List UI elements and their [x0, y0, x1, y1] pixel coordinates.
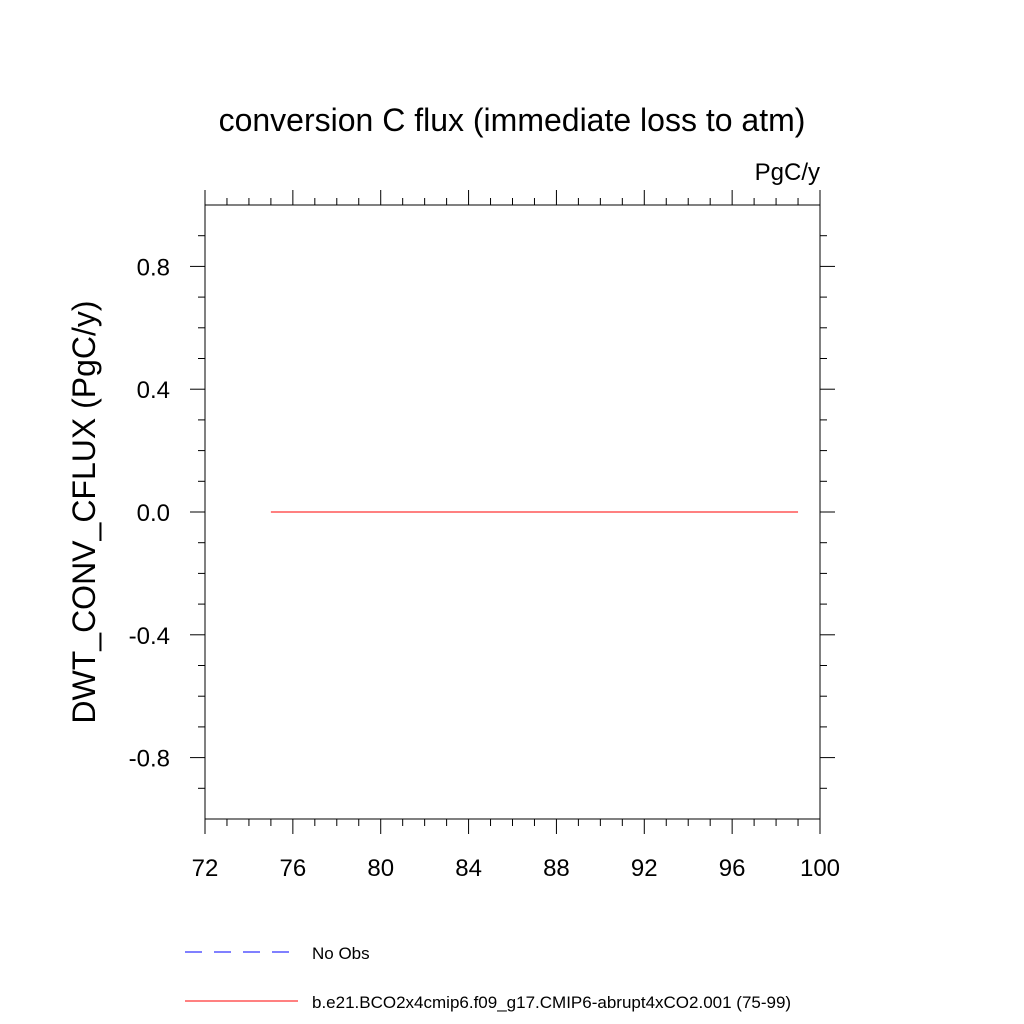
y-tick-label: -0.4	[129, 623, 170, 650]
legend-label: b.e21.BCO2x4cmip6.f09_g17.CMIP6-abrupt4x…	[312, 993, 791, 1012]
legend: No Obs b.e21.BCO2x4cmip6.f09_g17.CMIP6-ab…	[185, 944, 791, 1012]
legend-label: No Obs	[312, 944, 370, 963]
units-label: PgC/y	[755, 159, 820, 186]
x-tick-label: 84	[455, 855, 482, 882]
x-tick-label: 80	[367, 855, 394, 882]
x-axis: 72 76 80 84 88 92 96 100	[192, 190, 840, 882]
x-tick-label: 100	[800, 855, 840, 882]
chart-title: conversion C flux (immediate loss to atm…	[219, 102, 806, 138]
y-axis: -0.8 -0.4 0.0 0.4 0.8	[129, 235, 835, 789]
x-tick-label: 92	[631, 855, 658, 882]
y-tick-label: 0.8	[137, 254, 170, 281]
y-tick-label: -0.8	[129, 746, 170, 773]
x-tick-label: 88	[543, 855, 570, 882]
y-tick-label: 0.0	[137, 500, 170, 527]
x-tick-label: 76	[280, 855, 307, 882]
x-tick-label: 96	[719, 855, 746, 882]
y-axis-label: DWT_CONV_CFLUX (PgC/y)	[66, 300, 102, 723]
x-tick-label: 72	[192, 855, 219, 882]
y-tick-label: 0.4	[137, 377, 170, 404]
